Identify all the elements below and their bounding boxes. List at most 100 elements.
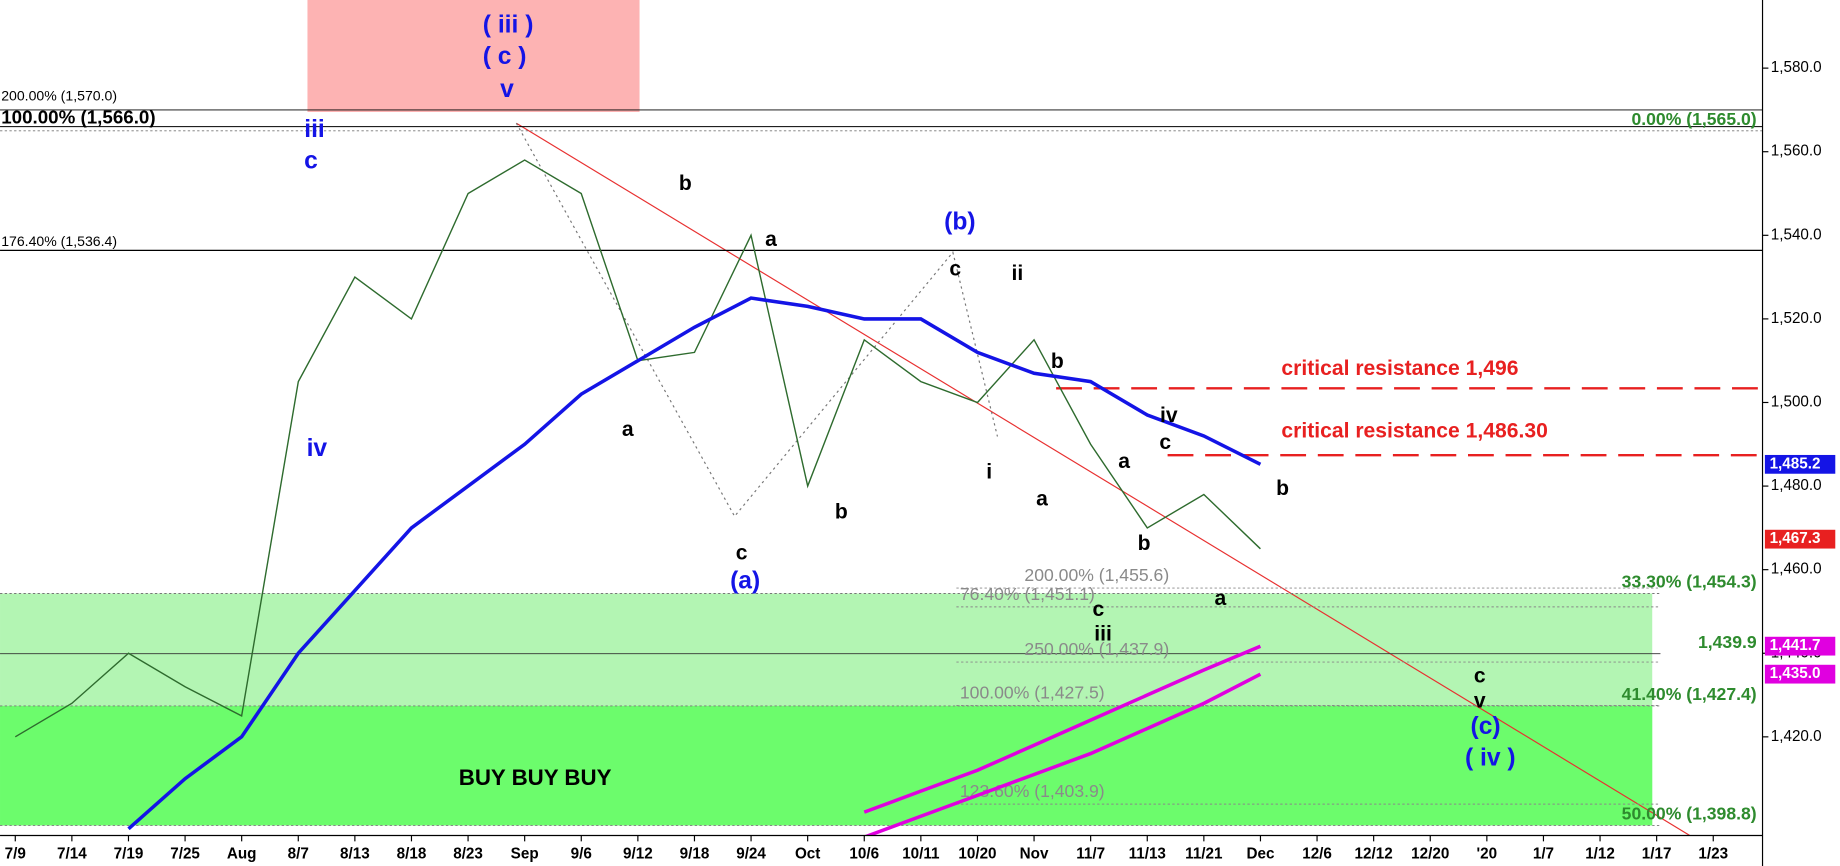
x-tick-label: 7/9 <box>5 845 26 862</box>
wave-label: b <box>835 500 848 523</box>
wave-label: b <box>679 172 692 195</box>
x-tick-label: 1/12 <box>1585 845 1615 862</box>
x-tick-label: 7/25 <box>170 845 200 862</box>
channel-line <box>863 644 1262 814</box>
wave-label: ( iv ) <box>1465 745 1516 772</box>
wave-label: c <box>736 541 748 564</box>
wave-label: ii <box>1012 262 1024 285</box>
wave-label: iv <box>307 435 328 462</box>
x-tick-label: 9/6 <box>571 845 592 862</box>
x-tick-label: Oct <box>795 845 820 862</box>
price-tag <box>1764 454 1836 474</box>
wave-label: a <box>1118 450 1130 473</box>
level-label: 100.00% (1,427.5) <box>960 682 1105 702</box>
level-label: 200.00% (1,570.0) <box>1 88 117 104</box>
zone-label: BUY BUY BUY <box>459 765 612 790</box>
x-tick-label: 1/23 <box>1698 845 1728 862</box>
wave-label: a <box>1215 587 1227 610</box>
y-tick-label: 1,540.0 <box>1771 226 1822 243</box>
x-tick-label: 10/20 <box>958 845 996 862</box>
wave-label: c <box>1159 431 1171 454</box>
wave-label: iv <box>1160 404 1178 427</box>
wave-label: b <box>1276 477 1289 500</box>
x-tick-label: Dec <box>1246 845 1274 862</box>
x-tick-label: 1/7 <box>1533 845 1554 862</box>
price-tag <box>1764 664 1836 684</box>
x-tick-label: 9/18 <box>680 845 710 862</box>
level-label: 50.00% (1,398.8) <box>1622 804 1757 824</box>
price-tag-label: 1,485.2 <box>1770 455 1821 472</box>
wave-guide <box>515 122 999 518</box>
level-label: 123.60% (1,403.9) <box>960 781 1105 801</box>
x-tick-label: 8/18 <box>397 845 427 862</box>
level-label: 41.40% (1,427.4) <box>1622 684 1757 704</box>
level-label: 250.00% (1,437.9) <box>1024 639 1169 659</box>
x-tick-label: 10/11 <box>902 845 940 862</box>
wave-label: (b) <box>944 208 975 235</box>
level-label: 0.00% (1,565.0) <box>1631 109 1756 129</box>
wave-label: v <box>500 76 514 103</box>
x-tick-label: '20 <box>1477 845 1498 862</box>
y-tick-label: 1,560.0 <box>1771 143 1822 160</box>
level-label: 100.00% (1,566.0) <box>1 106 155 127</box>
y-tick-label: 1,480.0 <box>1771 477 1822 494</box>
resistance-label: critical resistance 1,486.30 <box>1281 419 1547 442</box>
wave-label: c <box>304 147 318 174</box>
x-tick-label: Sep <box>511 845 539 862</box>
x-tick-label: 7/14 <box>57 845 87 862</box>
x-tick-label: 8/7 <box>288 845 309 862</box>
y-tick-label: 1,580.0 <box>1771 59 1822 76</box>
y-tick-label: 1,520.0 <box>1771 310 1822 327</box>
price-tag <box>1764 636 1836 656</box>
x-tick-label: 11/21 <box>1185 845 1223 862</box>
x-tick-label: 1/17 <box>1642 845 1672 862</box>
wave-label: c <box>949 257 961 280</box>
y-tick-label: 1,500.0 <box>1771 394 1822 411</box>
x-tick-label: 11/13 <box>1129 845 1166 862</box>
wave-label: b <box>1138 532 1151 555</box>
x-tick-label: 12/20 <box>1411 845 1449 862</box>
level-label: 176.40% (1,536.4) <box>1 233 117 249</box>
moving-average <box>127 296 1262 831</box>
wave-label: a <box>1036 487 1048 510</box>
wave-label: b <box>1051 350 1064 373</box>
x-tick-label: 9/12 <box>623 845 653 862</box>
channel-line <box>863 672 1262 839</box>
resistance-label: critical resistance 1,496 <box>1281 357 1518 380</box>
x-tick-label: 7/19 <box>114 845 144 862</box>
x-tick-label: 12/12 <box>1355 845 1393 862</box>
y-tick-label: 1,460.0 <box>1771 561 1822 578</box>
wave-label: (c) <box>1471 713 1501 740</box>
wave-label: (a) <box>730 568 760 595</box>
x-tick-label: 12/6 <box>1302 845 1332 862</box>
price-tag <box>1764 529 1836 549</box>
axis-panel <box>1762 0 1840 866</box>
x-tick-label: 11/7 <box>1076 845 1105 862</box>
zone <box>0 705 1653 826</box>
wave-label: c <box>1474 665 1486 688</box>
x-axis-panel <box>0 835 1763 866</box>
x-tick-label: 9/24 <box>736 845 766 862</box>
wave-label: iii <box>304 116 325 143</box>
x-tick-label: Nov <box>1020 845 1049 862</box>
zone <box>307 0 640 113</box>
level-label: 200.00% (1,455.6) <box>1024 565 1169 585</box>
price-tag-label: 1,441.7 <box>1770 637 1821 654</box>
level-label: 76.40% (1,451.1) <box>960 584 1095 604</box>
x-tick-label: 10/6 <box>849 845 879 862</box>
x-tick-label: 8/23 <box>453 845 483 862</box>
wave-label: a <box>622 418 634 441</box>
trend-line <box>516 122 1691 836</box>
wave-label: a <box>765 228 777 251</box>
wave-label: ( c ) <box>483 43 527 70</box>
y-tick-label: 1,420.0 <box>1771 728 1822 745</box>
price-tag-label: 1,435.0 <box>1770 665 1821 682</box>
wave-label: v <box>1474 689 1486 712</box>
price-tag-label: 1,467.3 <box>1770 530 1821 547</box>
x-tick-label: 8/13 <box>340 845 370 862</box>
wave-label: i <box>986 460 992 483</box>
x-tick-label: Aug <box>227 845 257 862</box>
wave-label: c <box>1092 598 1104 621</box>
level-label: 1,439.9 <box>1698 632 1757 652</box>
